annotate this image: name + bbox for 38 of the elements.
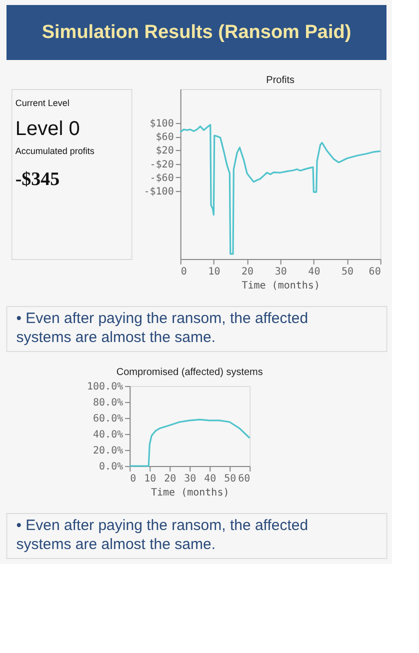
text: -$345 [15, 169, 60, 190]
y-tick-label: -$20 [150, 159, 174, 170]
chart-title: Compromised (affected) systems [116, 367, 263, 378]
text: Current Level [15, 98, 70, 108]
x-tick-label: 50 [341, 266, 354, 278]
x-tick-label: 60 [368, 266, 381, 278]
x-tick-label: 40 [204, 474, 216, 484]
y-tick-label: 100.0% [86, 382, 124, 392]
y-tick-label: $20 [156, 146, 174, 157]
y-tick-label: 0.0% [99, 462, 124, 472]
x-tick-label: 10 [144, 474, 156, 484]
y-tick-label: $60 [156, 132, 174, 144]
x-tick-label: 60 [238, 474, 250, 484]
chart-title: Profits [266, 75, 295, 86]
y-tick-label: 80.0% [93, 398, 124, 408]
x-tick-label: 30 [184, 474, 196, 484]
x-tick-label: 20 [164, 474, 176, 484]
text: Simulation Results (Ransom Paid) [42, 22, 352, 43]
text: • Even after paying the ransom, the affected systems are almost the same. [16, 310, 308, 346]
x-tick-label: 50 [224, 474, 236, 484]
y-tick-label: -$100 [144, 186, 174, 198]
x-tick-label: 0 [130, 474, 136, 484]
x-tick-label: 10 [208, 266, 220, 278]
text: • Even after paying the ransom, the affected systems are almost the same. [16, 517, 308, 553]
x-axis-title: Time (months) [150, 488, 230, 498]
x-axis-title: Time (months) [242, 280, 320, 292]
x-tick-label: 20 [241, 266, 254, 278]
x-tick-label: 30 [274, 266, 287, 278]
y-tick-label: -$60 [150, 172, 174, 184]
text: Level 0 [15, 118, 80, 140]
text: Accumulated profits [15, 146, 95, 156]
y-tick-label: 20.0% [93, 446, 124, 456]
y-tick-label: 40.0% [93, 430, 124, 440]
x-tick-label: 0 [180, 266, 187, 278]
y-tick-label: $100 [150, 118, 174, 130]
x-tick-label: 40 [308, 266, 320, 278]
y-tick-label: 60.0% [93, 414, 124, 424]
line-series [180, 124, 382, 255]
